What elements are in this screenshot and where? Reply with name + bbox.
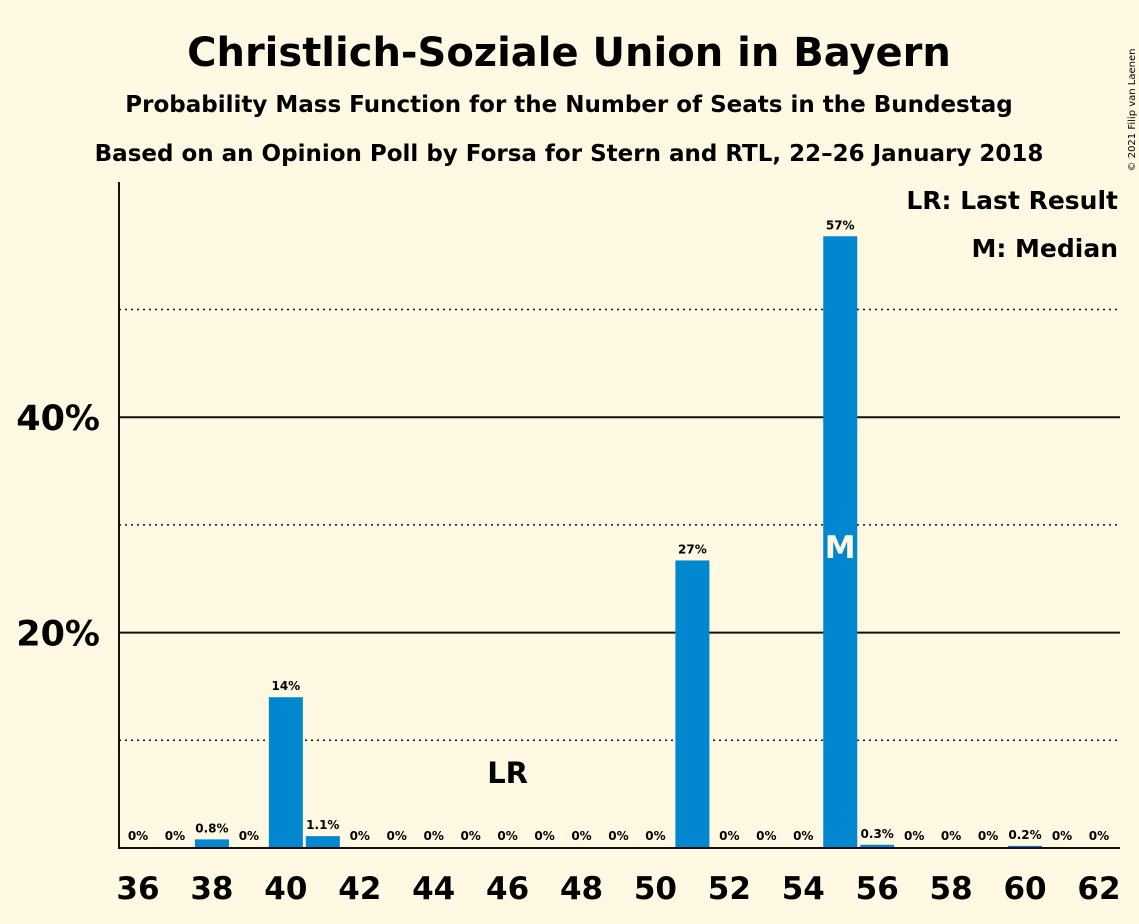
x-tick-label: 52	[708, 871, 751, 907]
data-label-seat-38: 0.8%	[195, 821, 228, 835]
bar-seat-41	[305, 836, 340, 848]
data-label-seat-50: 0%	[645, 829, 665, 843]
data-label-seat-41: 1.1%	[306, 818, 339, 832]
markers: LR M	[487, 530, 855, 790]
median-marker: M	[825, 530, 856, 566]
x-tick-label: 50	[634, 871, 677, 907]
gridlines	[119, 308, 1120, 742]
legend-median: M: Median	[971, 234, 1118, 263]
y-tick-label: 20%	[16, 615, 100, 655]
bar-seat-51	[675, 560, 710, 848]
x-tick-label: 46	[486, 871, 529, 907]
chart-title: Christlich-Soziale Union in Bayern	[187, 30, 951, 76]
bar-seat-56	[860, 844, 895, 848]
x-tick-label: 48	[560, 871, 603, 907]
data-label-seat-42: 0%	[350, 829, 370, 843]
last-result-marker: LR	[487, 756, 528, 790]
data-label-seat-40: 14%	[271, 679, 300, 693]
x-tick-label: 40	[264, 871, 307, 907]
data-label-seat-54: 0%	[793, 829, 813, 843]
data-label-seat-53: 0%	[756, 829, 776, 843]
x-tick-label: 38	[190, 871, 233, 907]
data-label-seat-62: 0%	[1089, 829, 1109, 843]
y-tick-label: 40%	[16, 399, 100, 439]
x-tick-label: 62	[1077, 871, 1120, 907]
data-labels: 0% 0% 0.8% 0% 14% 1.1% 0% 0% 0% 0% 0% 0% 0% 0% 0% 27% 0%…	[128, 218, 1109, 843]
data-label-seat-43: 0%	[387, 829, 407, 843]
bar-seat-40	[268, 697, 303, 848]
data-label-seat-48: 0%	[571, 829, 591, 843]
data-label-seat-45: 0%	[460, 829, 480, 843]
bar-seat-55	[823, 236, 858, 848]
data-label-seat-59: 0%	[978, 829, 998, 843]
x-tick-label: 54	[782, 871, 825, 907]
copyright-notice: © 2021 Filip van Laenen	[1127, 49, 1138, 172]
x-tick-label: 58	[930, 871, 973, 907]
data-label-seat-52: 0%	[719, 829, 739, 843]
data-label-seat-51: 27%	[678, 542, 707, 556]
data-label-seat-58: 0%	[941, 829, 961, 843]
chart-subtitle: Probability Mass Function for the Number…	[125, 92, 1012, 118]
data-label-seat-39: 0%	[239, 829, 259, 843]
data-label-seat-49: 0%	[608, 829, 628, 843]
x-tick-label: 60	[1003, 871, 1046, 907]
data-label-seat-56: 0.3%	[861, 827, 894, 841]
x-tick-label: 56	[856, 871, 899, 907]
x-tick-label: 36	[116, 871, 159, 907]
legend-last-result: LR: Last Result	[906, 186, 1118, 215]
x-axis-ticks: 36 38 40 42 44 46 48 50 52 54 56 58 60 62	[116, 871, 1120, 907]
chart-source: Based on an Opinion Poll by Forsa for St…	[95, 141, 1044, 167]
data-label-seat-44: 0%	[423, 829, 443, 843]
data-label-seat-36: 0%	[128, 829, 148, 843]
x-tick-label: 42	[338, 871, 381, 907]
data-label-seat-61: 0%	[1052, 829, 1072, 843]
data-label-seat-55: 57%	[826, 218, 855, 232]
data-label-seat-37: 0%	[165, 829, 185, 843]
y-axis-ticks: 20% 40%	[16, 399, 100, 654]
data-label-seat-46: 0%	[497, 829, 517, 843]
data-label-seat-57: 0%	[904, 829, 924, 843]
data-label-seat-47: 0%	[534, 829, 554, 843]
bar-seat-60	[1008, 845, 1043, 848]
data-label-seat-60: 0.2%	[1008, 828, 1041, 842]
bar-seat-38	[194, 839, 229, 848]
x-tick-label: 44	[412, 871, 455, 907]
bars	[194, 236, 1043, 848]
